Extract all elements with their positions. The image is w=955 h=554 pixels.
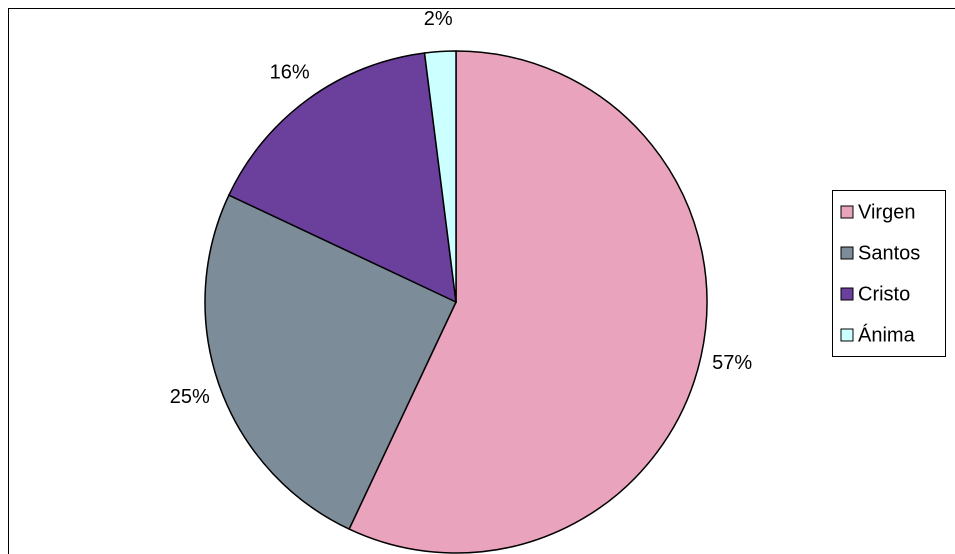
legend-label: Ánima [858, 323, 916, 346]
pie-slice [227, 52, 457, 304]
data-label: 2% [424, 8, 453, 30]
data-label: 16% [270, 61, 310, 83]
legend-label: Cristo [858, 283, 910, 305]
pie-slice [348, 50, 708, 554]
legend-swatch [840, 287, 854, 301]
legend-swatch [840, 205, 854, 219]
legend-swatch [840, 246, 854, 260]
data-label: 25% [170, 386, 210, 408]
pie-slice [423, 50, 457, 303]
legend-label: Virgen [858, 201, 915, 223]
legend-swatch [840, 328, 854, 342]
data-label: 57% [712, 352, 752, 374]
pie-slice [204, 194, 457, 531]
legend-label: Santos [858, 242, 920, 264]
pie [204, 50, 708, 554]
